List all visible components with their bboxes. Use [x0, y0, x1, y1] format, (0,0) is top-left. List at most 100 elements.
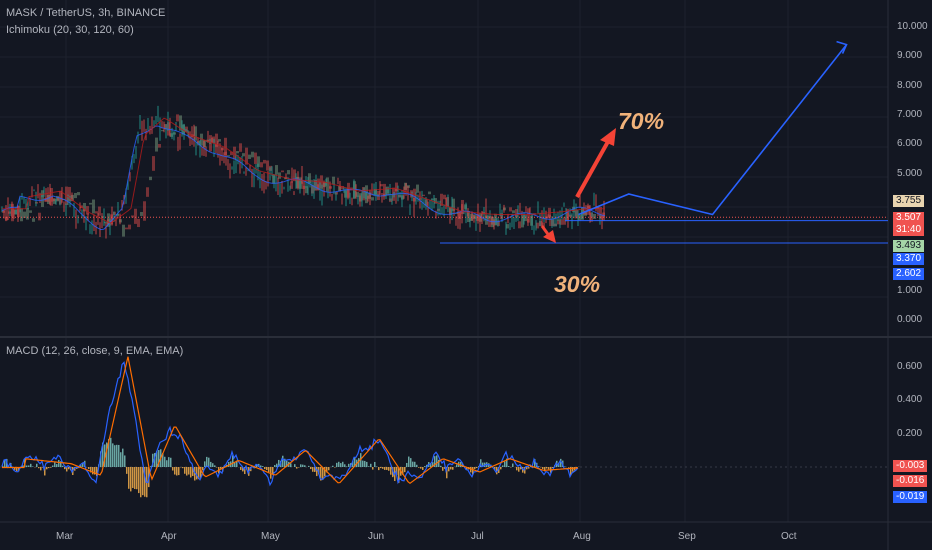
macd-histogram-bar	[364, 460, 366, 467]
macd-histogram-bar	[396, 467, 398, 476]
macd-histogram-bar	[134, 467, 136, 490]
macd-histogram-bar	[92, 467, 94, 475]
macd-histogram-bar	[282, 455, 284, 467]
macd-histogram-bar	[162, 452, 164, 467]
macd-histogram-bar	[54, 462, 56, 467]
macd-histogram-bar	[500, 467, 502, 470]
macd-histogram-bar	[372, 467, 374, 470]
macd-histogram-bar	[300, 464, 302, 467]
ichimoku-cloud-segment	[443, 194, 446, 200]
macd-histogram-bar	[108, 438, 110, 467]
macd-histogram-bar	[52, 465, 54, 467]
ichimoku-cloud-segment	[89, 202, 92, 205]
macd-histogram-bar	[112, 443, 114, 467]
macd-histogram-bar	[164, 456, 166, 467]
macd-histogram-bar	[196, 467, 198, 480]
macd-histogram-bar	[256, 463, 258, 467]
macd-histogram-bar	[194, 467, 196, 481]
macd-histogram-bar	[480, 459, 482, 467]
ichimoku-cloud-segment	[203, 140, 206, 148]
ichimoku-cloud-segment	[224, 137, 227, 156]
ichimoku-cloud-segment	[236, 151, 239, 154]
macd-legend[interactable]: MACD (12, 26, close, 9, EMA, EMA)	[6, 345, 184, 357]
ichimoku-cloud-segment	[386, 186, 389, 196]
symbol-legend[interactable]: MASK / TetherUS, 3h, BINANCE	[6, 7, 166, 19]
macd-histogram-bar	[390, 467, 392, 475]
macd-histogram-bar	[528, 467, 530, 469]
macd-histogram-bar	[276, 463, 278, 467]
ichimoku-cloud-segment	[473, 214, 476, 219]
ichimoku-cloud-segment	[446, 197, 449, 207]
ichimoku-cloud-segment	[521, 215, 524, 228]
ichimoku-cloud-segment	[221, 147, 224, 151]
ichimoku-cloud-segment	[131, 215, 134, 218]
macd-histogram-bar	[438, 459, 440, 467]
macd-histogram-bar	[332, 465, 334, 467]
ichimoku-cloud-segment	[173, 132, 176, 135]
macd-histogram-bar	[186, 467, 188, 476]
macd-histogram-bar	[18, 467, 20, 472]
ichimoku-cloud-segment	[29, 210, 32, 213]
macd-histogram-bar	[416, 464, 418, 467]
ichimoku-cloud-segment	[152, 156, 155, 171]
ichimoku-cloud-segment	[494, 213, 497, 226]
macd-histogram-bar	[570, 467, 572, 476]
macd-histogram-bar	[144, 467, 146, 497]
ichimoku-cloud-segment	[146, 187, 149, 197]
ichimoku-cloud-segment	[536, 222, 539, 229]
macd-histogram-bar	[58, 460, 60, 467]
ichimoku-cloud-segment	[503, 207, 506, 211]
ichimoku-cloud-segment	[293, 169, 296, 182]
ichimoku-cloud-segment	[209, 135, 212, 152]
macd-histogram-bar	[212, 463, 214, 467]
macd-histogram-bar	[432, 462, 434, 467]
time-axis-tick: Jun	[368, 531, 385, 542]
ichimoku-cloud-segment	[227, 155, 230, 157]
ichimoku-cloud-segment	[215, 133, 218, 147]
ichimoku-cloud-segment	[296, 176, 299, 189]
ichimoku-cloud-segment	[35, 201, 38, 204]
ichimoku-cloud-segment	[563, 217, 566, 225]
macd-histogram-bar	[224, 465, 226, 467]
ichimoku-cloud-segment	[218, 139, 221, 142]
ichimoku-cloud-segment	[287, 170, 290, 175]
macd-histogram-bar	[32, 466, 34, 467]
macd-histogram-bar	[100, 451, 102, 467]
ichimoku-cloud-segment	[290, 181, 293, 189]
macd-histogram-bar	[106, 442, 108, 467]
ichimoku-cloud-segment	[137, 218, 140, 228]
macd-histogram-bar	[30, 463, 32, 467]
macd-histogram-bar	[120, 452, 122, 467]
price-axis-tick: 8.000	[897, 79, 923, 91]
ichimoku-cloud-segment	[239, 143, 242, 152]
macd-histogram-bar	[40, 467, 42, 471]
macd-histogram-bar	[158, 450, 160, 467]
macd-histogram-bar	[182, 467, 184, 469]
macd-histogram-bar	[298, 467, 300, 468]
macd-histogram-bar	[132, 467, 134, 488]
ichimoku-cloud-segment	[119, 219, 122, 223]
macd-histogram-bar	[96, 467, 98, 477]
macd-histogram-bar	[542, 467, 544, 470]
macd-histogram-bar	[358, 458, 360, 467]
price-tag: 3.493	[893, 240, 925, 252]
price-tag: 3.755	[893, 195, 925, 207]
macd-histogram-bar	[548, 467, 550, 470]
ichimoku-legend[interactable]: Ichimoku (20, 30, 120, 60)	[6, 24, 134, 36]
macd-histogram-bar	[136, 467, 138, 490]
macd-histogram-bar	[452, 467, 454, 470]
ichimoku-cloud-segment	[68, 186, 71, 202]
macd-histogram-bar	[56, 464, 58, 467]
macd-histogram-bar	[518, 467, 520, 472]
time-axis-tick: May	[261, 531, 280, 542]
ichimoku-cloud-segment	[374, 188, 377, 195]
macd-histogram-bar	[16, 467, 18, 472]
ichimoku-cloud-segment	[104, 221, 107, 224]
ichimoku-cloud-segment	[164, 124, 167, 130]
macd-histogram-bar	[104, 444, 106, 467]
ichimoku-cloud-segment	[26, 208, 29, 220]
macd-tag: -0.016	[893, 475, 928, 487]
price-axis-tick: 10.000	[897, 21, 928, 32]
macd-histogram-bar	[242, 467, 244, 472]
